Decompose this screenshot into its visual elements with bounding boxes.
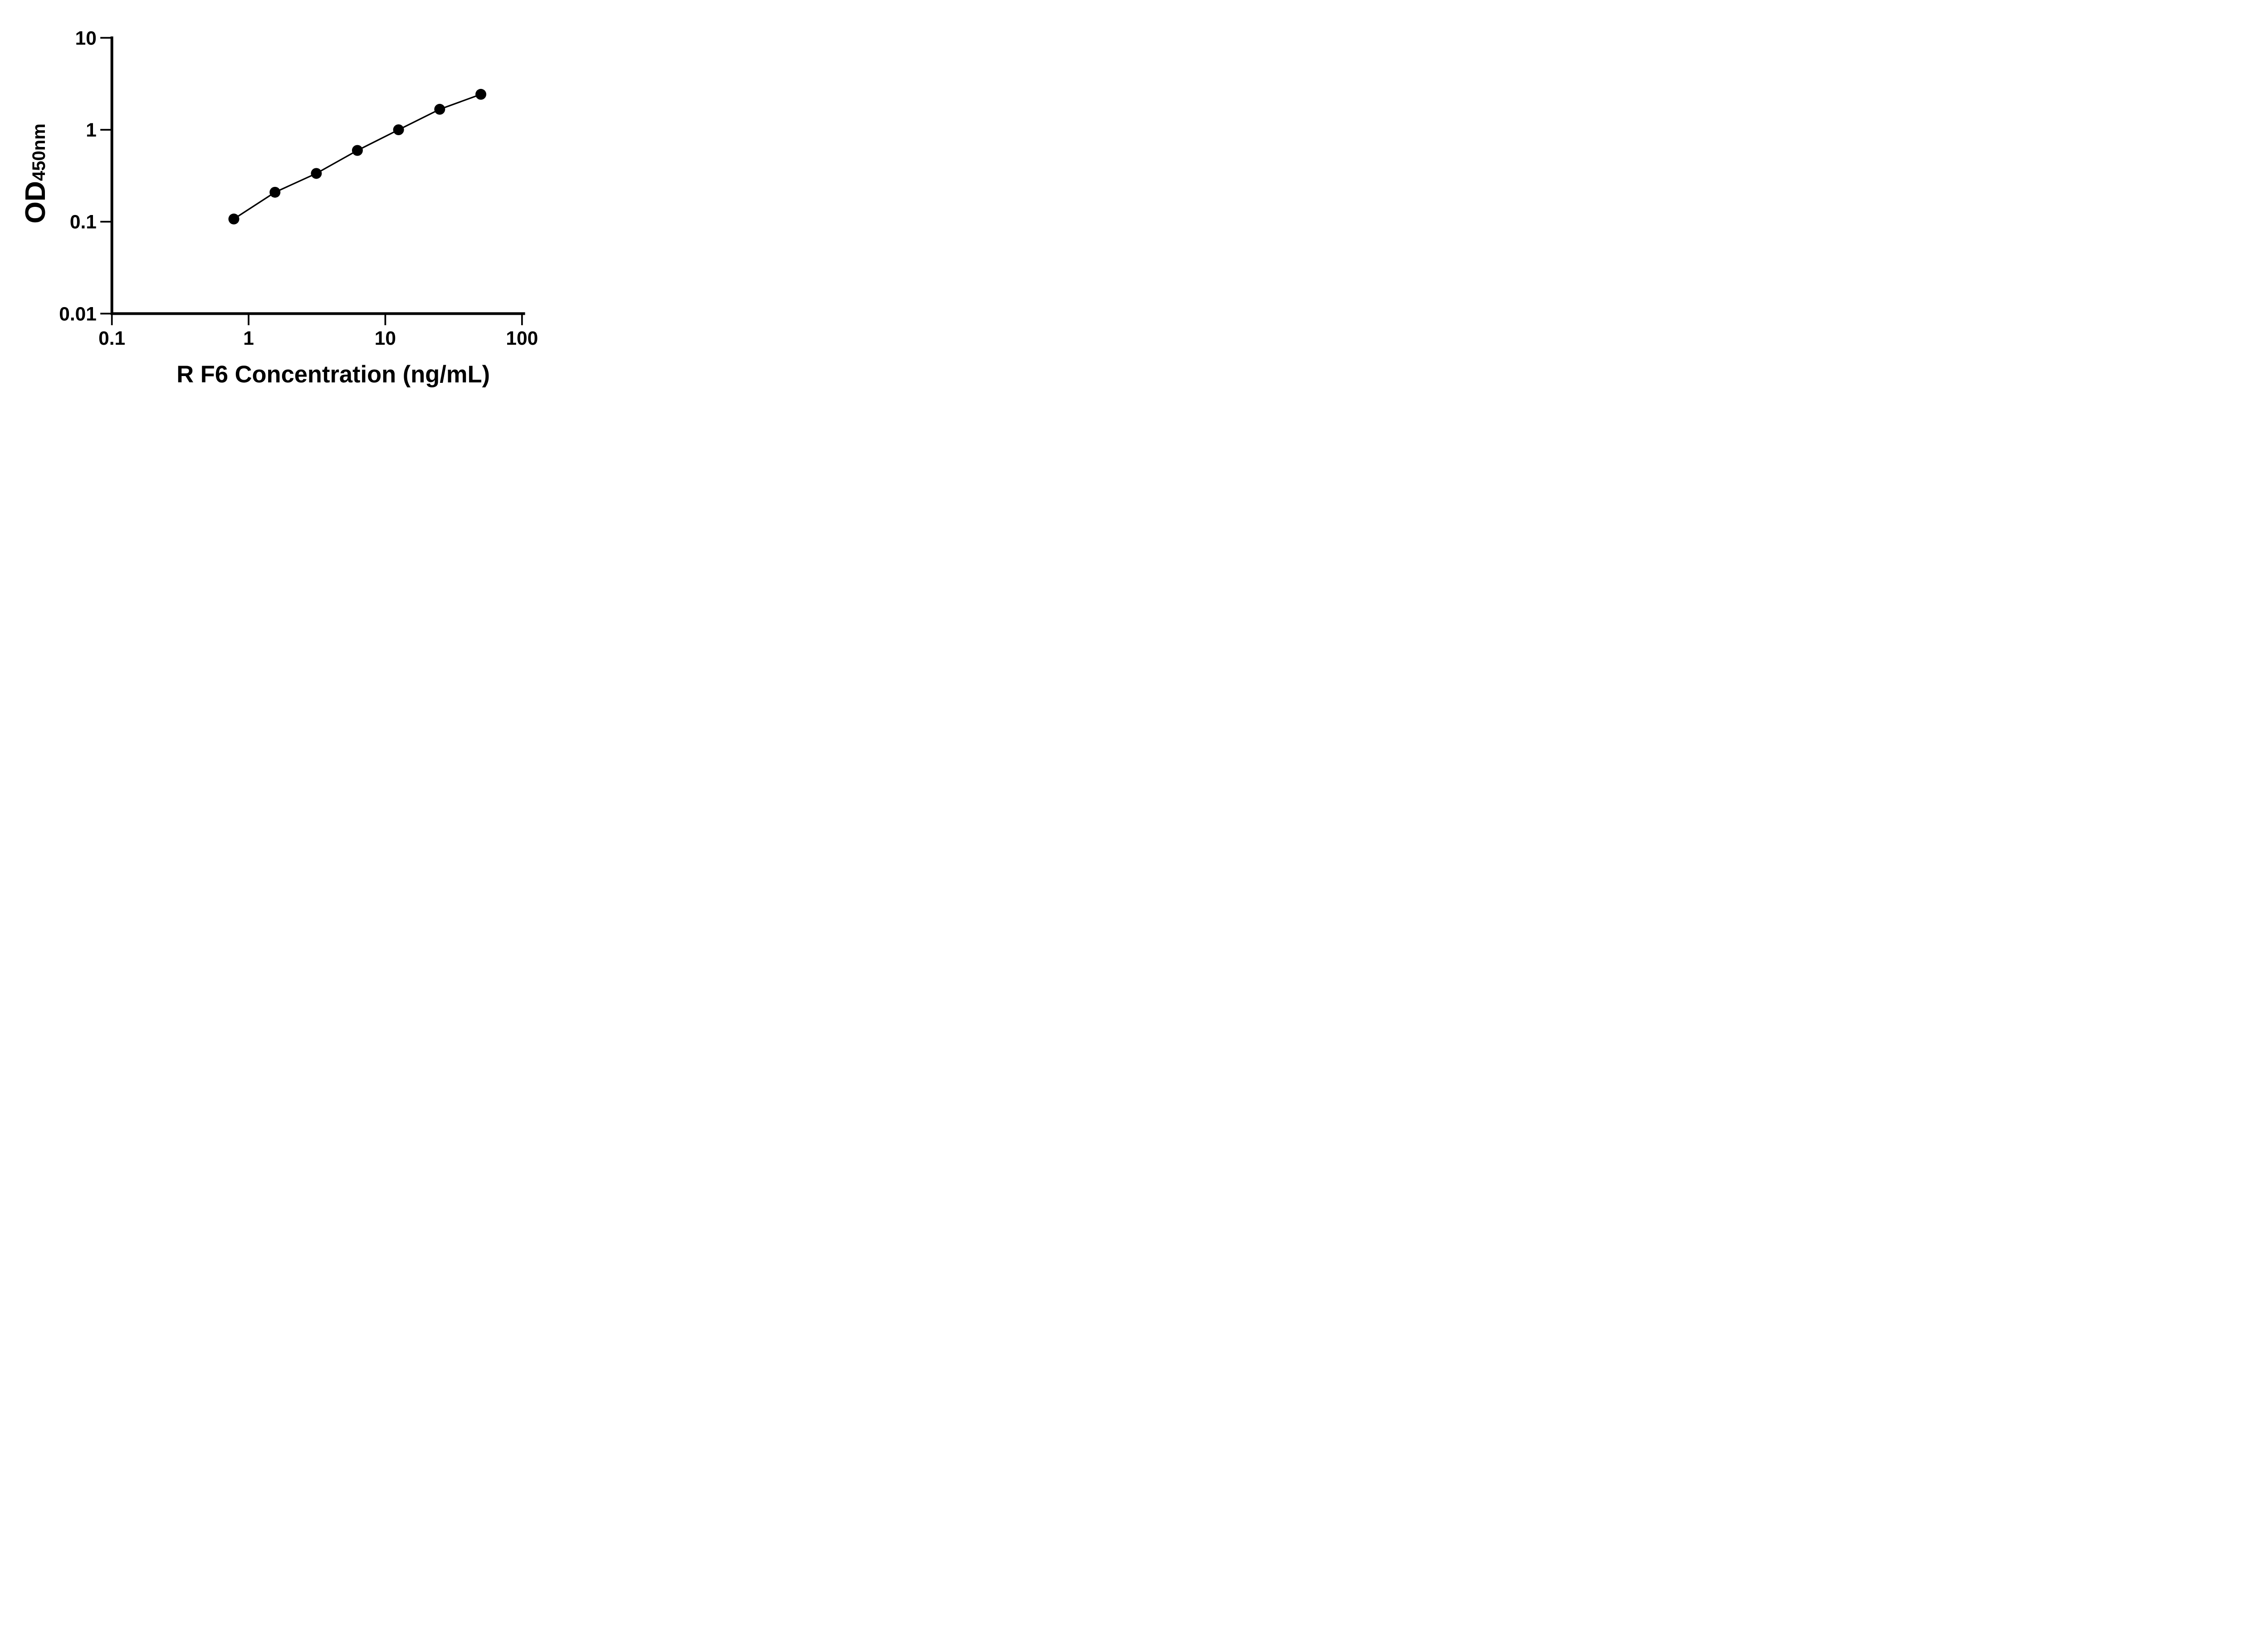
chart-background — [0, 0, 583, 408]
series-group — [228, 88, 487, 225]
y-axis-title-main: OD — [20, 181, 51, 224]
x-tick-label: 100 — [506, 328, 538, 349]
data-point — [393, 124, 404, 136]
data-points — [228, 88, 487, 225]
x-axis-tick-labels: 0.1 1 10 100 — [98, 328, 538, 349]
data-point — [352, 145, 363, 156]
y-axis-ticks — [100, 37, 112, 315]
x-axis-title: R F6 Concentration (ng/mL) — [176, 362, 490, 388]
data-point — [475, 88, 487, 100]
y-axis-title: OD450nm — [20, 123, 51, 223]
y-axis-title-sub: 450nm — [29, 123, 49, 181]
y-axis-tick-labels: 10 1 0.1 0.01 — [59, 28, 97, 325]
y-tick-label: 10 — [75, 28, 97, 49]
data-point — [228, 213, 240, 225]
y-tick-label: 1 — [86, 120, 97, 141]
y-tick-label: 0.1 — [70, 212, 97, 233]
data-point — [311, 168, 322, 179]
data-point — [269, 186, 281, 198]
x-axis-ticks — [111, 313, 523, 325]
data-point — [434, 103, 445, 115]
y-tick-label: 0.01 — [59, 303, 97, 325]
x-tick-label: 10 — [375, 328, 396, 349]
x-tick-label: 0.1 — [98, 328, 125, 349]
elisa-standard-curve-figure: 10 1 0.1 0.01 0.1 1 10 100 R F6 Concentration … — [0, 0, 583, 408]
x-tick-label: 1 — [243, 328, 254, 349]
